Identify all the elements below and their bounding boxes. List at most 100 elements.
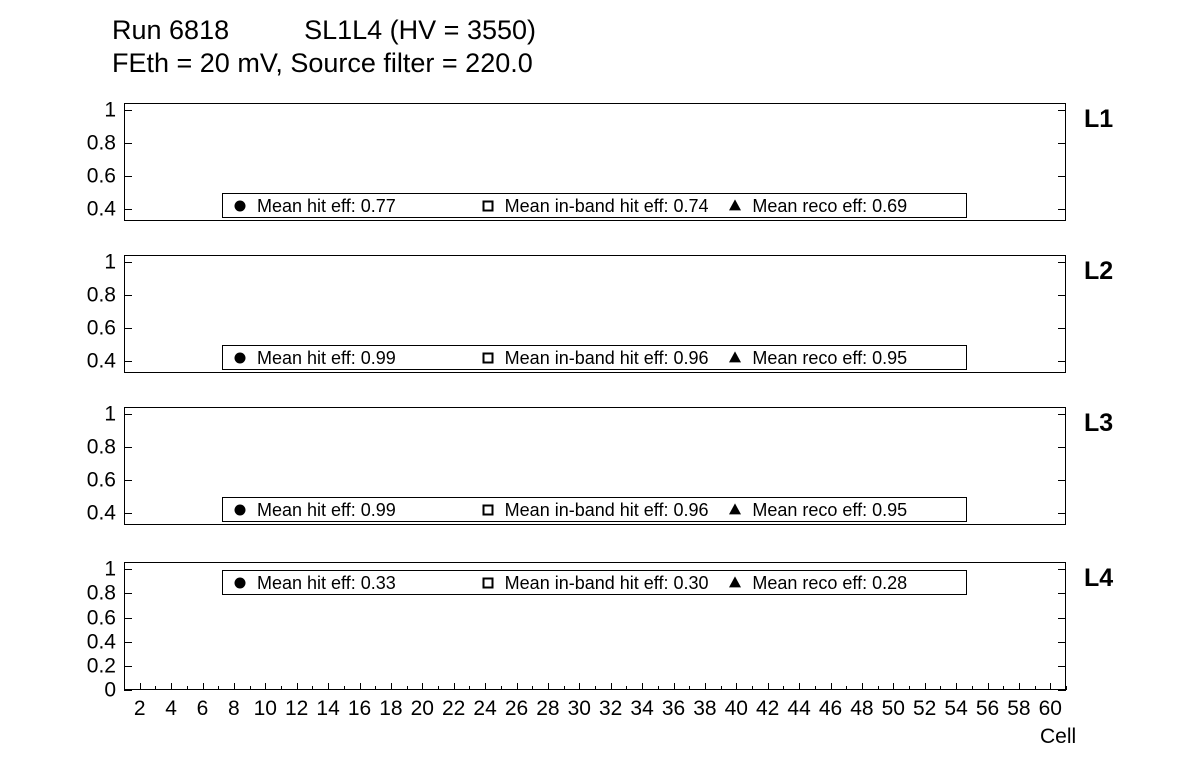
legend-label-reco: Mean reco eff: 0.28 xyxy=(752,572,908,593)
x-tick-label: 42 xyxy=(756,697,780,720)
y-tick-mark-right xyxy=(1058,513,1066,515)
y-tick-mark-right xyxy=(1058,176,1066,178)
x-tick-minor xyxy=(595,686,596,690)
x-tick-minor xyxy=(846,686,848,690)
x-tick-mark xyxy=(987,683,989,690)
y-tick-label: 1 xyxy=(104,557,116,581)
x-tick-label: 26 xyxy=(504,697,529,720)
x-tick-label: 18 xyxy=(379,697,403,720)
legend-marker-reco-icon xyxy=(718,574,752,592)
x-tick-mark xyxy=(171,683,173,690)
y-tick-mark xyxy=(124,261,132,263)
x-tick-label: 24 xyxy=(473,697,497,720)
y-tick-mark-right xyxy=(1058,690,1066,691)
legend-l3: Mean hit eff: 0.99 Mean in-band hit eff: … xyxy=(222,497,967,522)
legend-entry: Mean in-band hit eff: 0.96 xyxy=(471,501,719,519)
panel-label-l2: L2 xyxy=(1084,257,1114,285)
x-tick-mark xyxy=(736,683,738,690)
x-tick-minor xyxy=(1003,686,1005,690)
y-tick-label: 0.8 xyxy=(86,435,116,459)
x-tick-minor xyxy=(720,686,722,690)
y-tick-mark-right xyxy=(1058,328,1066,330)
x-tick-label: 44 xyxy=(787,697,811,720)
legend-marker-hit-icon xyxy=(234,352,246,363)
legend-label-in-band: Mean in-band hit eff: 0.30 xyxy=(504,572,709,593)
y-tick-mark-right xyxy=(1058,617,1066,619)
legend-marker-in-band-icon xyxy=(482,200,494,211)
legend-marker-hit-icon xyxy=(223,501,257,519)
x-tick-label: 32 xyxy=(599,697,623,720)
y-tick-mark xyxy=(124,328,132,330)
x-tick-label: 56 xyxy=(975,697,1000,720)
x-tick-label: 4 xyxy=(165,697,177,720)
x-tick-label: 6 xyxy=(196,697,209,720)
x-tick-mark xyxy=(547,683,549,690)
x-tick-label: 36 xyxy=(661,697,686,720)
y-tick-mark xyxy=(124,142,132,144)
legend-label-hit: Mean hit eff: 0.77 xyxy=(257,195,396,216)
legend-entry: Mean in-band hit eff: 0.74 xyxy=(471,197,719,215)
x-tick-mark xyxy=(265,683,267,690)
y-tick-label: 0.6 xyxy=(86,606,116,630)
y-tick-mark-right xyxy=(1058,142,1066,144)
x-tick-mark xyxy=(642,683,644,690)
legend-marker-reco-icon xyxy=(729,575,742,587)
title-line-2: FEth = 20 mV, Source filter = 220.0 xyxy=(112,48,533,78)
y-tick-label: 1 xyxy=(104,402,116,426)
plot-panel-l1: 0.4 0.6 0.8 1 L1 Mean hit eff: 0.77 Mean in-ba… xyxy=(87,99,1113,221)
x-tick-minor xyxy=(1066,686,1067,690)
legend-marker-hit-icon xyxy=(234,200,246,211)
y-tick-mark-right xyxy=(1058,361,1066,363)
y-tick-label: 0.8 xyxy=(86,581,116,605)
x-tick-label: 34 xyxy=(630,697,654,720)
x-tick-mark xyxy=(485,683,487,690)
x-tick-minor xyxy=(218,686,220,690)
x-tick-label: 58 xyxy=(1007,697,1031,720)
legend-label-in-band: Mean in-band hit eff: 0.74 xyxy=(504,195,709,216)
y-tick-mark-right xyxy=(1058,413,1066,415)
legend-entry: Mean in-band hit eff: 0.30 xyxy=(471,574,719,592)
y-tick-mark xyxy=(124,446,132,448)
y-tick-mark-right xyxy=(1058,593,1066,595)
legend-marker-hit-icon xyxy=(234,504,246,515)
legend-entry: Mean hit eff: 0.77 xyxy=(223,197,471,215)
x-tick-minor xyxy=(940,686,942,690)
legend-marker-reco-icon xyxy=(729,198,742,210)
x-tick-label: 14 xyxy=(316,697,340,720)
x-tick-mark xyxy=(610,683,612,690)
x-tick-label: 28 xyxy=(536,697,560,720)
legend-label-hit: Mean hit eff: 0.99 xyxy=(257,347,396,368)
y-tick-mark-right xyxy=(1058,569,1066,571)
x-tick-minor xyxy=(532,686,534,690)
y-tick-mark xyxy=(124,480,132,482)
legend-marker-in-band-icon xyxy=(471,501,505,519)
x-tick-label: 2 xyxy=(133,697,146,720)
y-tick-mark xyxy=(124,176,132,178)
x-tick-label: 38 xyxy=(693,697,717,720)
legend-marker-reco-icon xyxy=(729,502,742,514)
legend-marker-hit-icon xyxy=(223,197,257,215)
x-tick-label: 46 xyxy=(818,697,843,720)
y-tick-mark xyxy=(124,617,132,619)
legend-marker-hit-icon xyxy=(234,577,246,588)
legend-l1: Mean hit eff: 0.77 Mean in-band hit eff: … xyxy=(222,193,967,218)
y-tick-label: 1 xyxy=(104,250,116,274)
x-tick-label: 16 xyxy=(347,697,372,720)
legend-entry: Mean reco eff: 0.69 xyxy=(718,197,966,215)
x-tick-mark xyxy=(767,683,769,690)
x-tick-label: 60 xyxy=(1038,697,1062,720)
y-tick-mark-right xyxy=(1058,261,1066,263)
x-tick-minor xyxy=(375,686,377,690)
x-tick-label: 50 xyxy=(881,697,905,720)
x-tick-minor xyxy=(281,686,282,690)
x-tick-minor xyxy=(626,686,628,690)
x-tick-label: 10 xyxy=(253,697,277,720)
y-tick-mark xyxy=(124,294,132,296)
x-tick-label: 30 xyxy=(567,697,591,720)
x-tick-minor xyxy=(1034,686,1036,690)
x-tick-minor xyxy=(249,686,251,690)
x-tick-minor xyxy=(406,686,408,690)
x-tick-minor xyxy=(186,686,188,690)
legend-marker-in-band-icon xyxy=(482,352,494,363)
y-tick-mark xyxy=(124,513,132,515)
